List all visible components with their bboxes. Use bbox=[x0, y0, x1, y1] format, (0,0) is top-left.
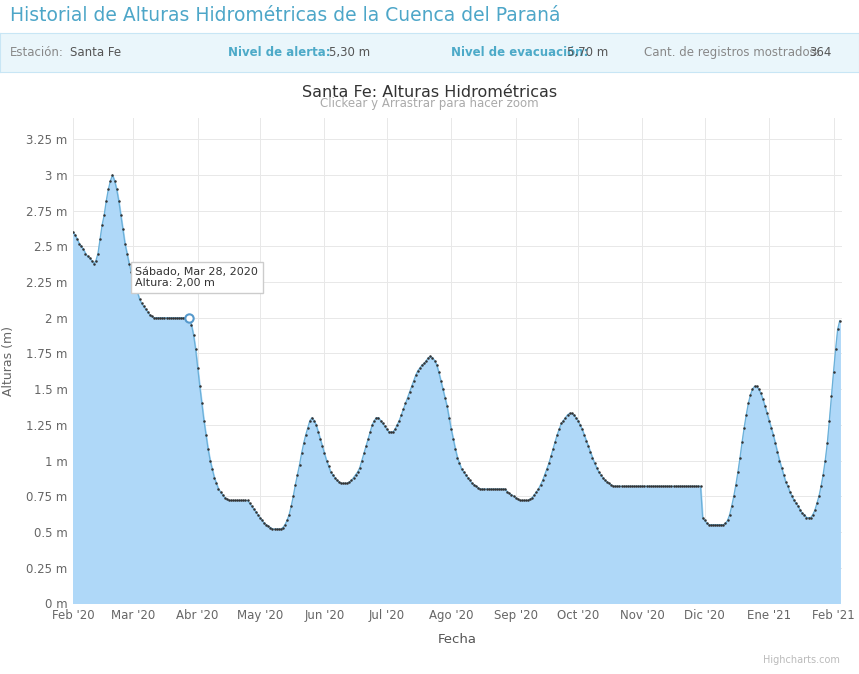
Text: Santa Fe: Santa Fe bbox=[70, 46, 122, 59]
Text: Clickear y Arrastrar para hacer zoom: Clickear y Arrastrar para hacer zoom bbox=[320, 97, 539, 110]
Text: Cant. de registros mostrados:: Cant. de registros mostrados: bbox=[644, 46, 820, 59]
Text: 5,70 m: 5,70 m bbox=[567, 46, 608, 59]
Text: Historial de Alturas Hidrométricas de la Cuenca del Paraná: Historial de Alturas Hidrométricas de la… bbox=[10, 5, 561, 25]
Text: Santa Fe: Alturas Hidrométricas: Santa Fe: Alturas Hidrométricas bbox=[302, 86, 557, 100]
Text: Estación:: Estación: bbox=[10, 46, 64, 59]
Text: 5,30 m: 5,30 m bbox=[329, 46, 370, 59]
Text: 364: 364 bbox=[809, 46, 832, 59]
Text: Highcharts.com: Highcharts.com bbox=[764, 655, 840, 665]
Text: Nivel de alerta:: Nivel de alerta: bbox=[228, 46, 330, 59]
Y-axis label: Alturas (m): Alturas (m) bbox=[2, 326, 15, 396]
X-axis label: Fecha: Fecha bbox=[438, 633, 477, 646]
Text: Sábado, Mar 28, 2020
Altura: 2,00 m: Sábado, Mar 28, 2020 Altura: 2,00 m bbox=[136, 267, 259, 288]
Text: Nivel de evacuación:: Nivel de evacuación: bbox=[451, 46, 588, 59]
